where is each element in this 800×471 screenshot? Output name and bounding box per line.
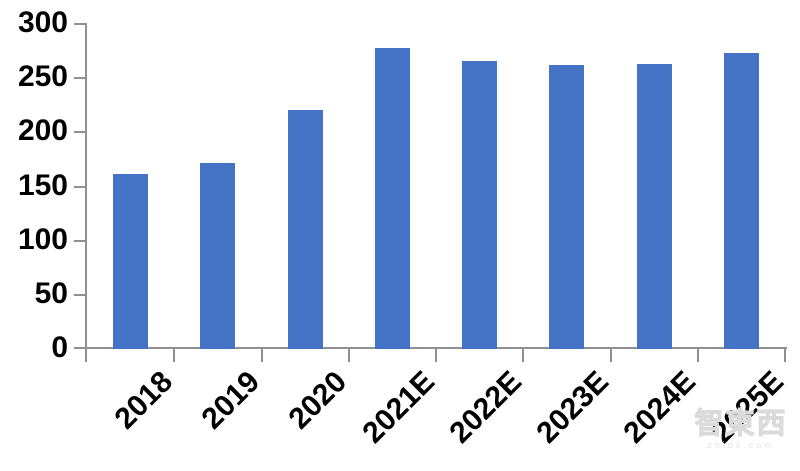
x-axis-tick-3 <box>347 349 350 362</box>
bar-2025E <box>723 53 759 349</box>
bar-2019 <box>200 162 236 349</box>
y-axis-label-300: 300 <box>17 6 68 39</box>
x-axis-label-2020: 2020 <box>282 365 354 436</box>
x-axis-tick-4 <box>435 349 437 362</box>
watermark-logo: 智東西 <box>694 408 788 440</box>
y-axis-tick-150 <box>74 185 87 188</box>
x-axis-label-2023E: 2023E <box>530 365 616 450</box>
y-axis-tick-250 <box>74 77 87 80</box>
watermark: 智東西 zhidx.com <box>685 408 797 450</box>
bar-2023E <box>549 65 585 349</box>
y-axis-label-200: 200 <box>17 114 68 148</box>
x-axis-tick-6 <box>609 349 612 362</box>
y-axis-label-100: 100 <box>17 222 68 256</box>
x-axis-label-2021E: 2021E <box>356 365 441 450</box>
y-axis-label-0: 0 <box>51 331 68 364</box>
y-axis-tick-50 <box>74 293 87 296</box>
x-axis-tick-2 <box>260 349 263 362</box>
y-axis-label-150: 150 <box>17 168 68 202</box>
x-axis-label-2019: 2019 <box>195 365 267 436</box>
y-axis-label-250: 250 <box>17 60 68 94</box>
x-axis-label-2018: 2018 <box>108 365 179 436</box>
y-axis-tick-100 <box>74 239 87 242</box>
bar-2021E <box>374 47 410 349</box>
bar-2024E <box>636 64 672 349</box>
y-axis-line <box>85 24 87 362</box>
x-axis-label-2022E: 2022E <box>443 365 528 450</box>
y-axis-tick-200 <box>74 131 87 134</box>
x-axis-tick-8 <box>784 349 786 362</box>
bar-2022E <box>462 60 498 349</box>
x-axis-tick-7 <box>696 349 699 362</box>
x-axis-line <box>74 347 787 349</box>
y-axis-label-50: 50 <box>34 276 68 310</box>
bar-2018 <box>113 173 149 349</box>
x-axis-tick-1 <box>173 349 176 362</box>
x-axis-tick-5 <box>522 349 525 362</box>
watermark-site-url: zhidx.com <box>707 440 775 450</box>
bar-2020 <box>287 109 323 349</box>
y-axis-tick-300 <box>74 23 87 25</box>
